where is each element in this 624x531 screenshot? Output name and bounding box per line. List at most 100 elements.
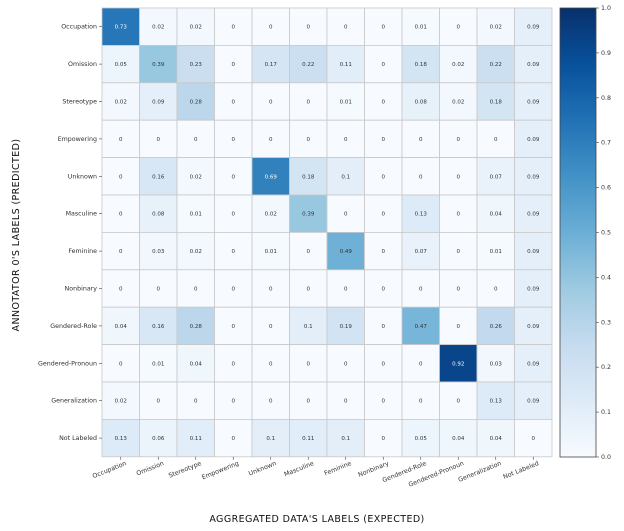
heatmap-cell [139,418,178,458]
x-tick-label: Feminine [323,460,352,477]
heatmap-cell [476,269,515,308]
cell-value-label: 0 [382,436,386,442]
cell-value-label: 0 [457,25,461,31]
cell-value-label: 0 [232,324,236,330]
heatmap-cell [101,157,140,196]
heatmap-cell [326,306,365,346]
cell-value-label: 0.05 [115,62,128,68]
heatmap-cell [101,381,140,420]
heatmap-cell [251,231,290,271]
cell-value-label: 0.09 [527,249,540,255]
heatmap-cell [214,194,253,233]
cell-value-label: 0.09 [527,25,540,31]
cell-value-label: 0 [457,137,461,143]
cell-value-label: 0.23 [190,62,203,68]
colorbar-tick-label: 0.0 [601,454,611,461]
cell-value-label: 0.02 [115,100,127,106]
cell-value-label: 0 [269,137,273,143]
cell-value-label: 0 [157,287,161,293]
cell-value-label: 0 [157,137,161,143]
cell-value-label: 0 [382,399,386,405]
cell-value-label: 0 [232,361,236,367]
cell-value-label: 0.1 [266,436,275,442]
cell-value-label: 0 [344,361,348,367]
cell-value-label: 0.02 [152,25,164,31]
cell-value-label: 0.49 [340,249,353,255]
y-tick-label: Unknown [68,173,97,180]
cell-value-label: 0 [419,361,423,367]
cell-value-label: 0.02 [265,212,277,218]
cell-value-label: 0.09 [527,399,540,405]
cell-value-label: 0 [194,399,198,405]
x-tick-label: Omission [135,460,165,477]
cell-value-label: 0 [307,399,311,405]
cell-value-label: 0.03 [152,249,165,255]
heatmap-cell [176,269,215,308]
cell-value-label: 0.02 [190,174,202,180]
cell-value-label: 0.18 [415,62,428,68]
cell-value-label: 0 [307,25,311,31]
heatmap-cell [101,269,140,308]
colorbar-tick-label: 0.8 [601,95,611,102]
cell-value-label: 0.04 [490,212,503,218]
heatmap-cell [289,306,328,346]
heatmap-cell [214,306,253,346]
heatmap-cell [214,119,253,158]
cell-value-label: 0 [532,436,536,442]
cell-value-label: 0.04 [452,436,465,442]
cell-value-label: 0 [344,287,348,293]
cell-value-label: 0 [382,137,386,143]
colorbar-tick-label: 0.2 [601,364,611,371]
cell-value-label: 0.22 [302,62,314,68]
heatmap-cell [326,194,365,233]
y-tick-label: Generalization [51,398,97,405]
heatmap-cell [289,231,328,271]
cell-value-label: 0.09 [527,324,540,330]
cell-value-label: 0 [307,361,311,367]
heatmap-cell [514,119,553,158]
cell-value-label: 0 [419,137,423,143]
cell-value-label: 0 [232,436,236,442]
cell-value-label: 0 [382,324,386,330]
heatmap-cell [176,418,215,458]
cell-value-label: 0 [494,287,498,293]
heatmap-cell [514,194,553,233]
cell-value-label: 0 [232,62,236,68]
heatmap-cell [176,157,215,196]
cell-value-label: 0.22 [490,62,502,68]
cell-value-label: 0 [457,249,461,255]
cell-value-label: 0.11 [340,62,352,68]
heatmap-cell [326,344,365,383]
heatmap-cell [364,45,403,84]
cell-value-label: 0.1 [341,436,350,442]
x-tick-label: Occupation [92,460,128,480]
heatmap-cell [101,194,140,233]
cell-value-label: 0 [457,174,461,180]
cell-value-label: 0.16 [152,174,165,180]
heatmap-cell [101,7,140,46]
x-tick-label: Stereotype [168,460,203,479]
heatmap-cell [214,344,253,383]
cell-value-label: 0 [382,174,386,180]
heatmap-cell [214,269,253,308]
heatmap-cell [439,344,478,383]
heatmap-cell [251,344,290,383]
cell-value-label: 0 [269,287,273,293]
cell-value-label: 0.07 [490,174,503,180]
cell-value-label: 0 [382,62,386,68]
x-tick-label: Masculine [283,460,315,478]
cell-value-label: 0 [232,137,236,143]
heatmap-cell [514,306,553,346]
cell-value-label: 0.13 [115,436,128,442]
heatmap-cell [401,119,440,158]
heatmap-cell [214,231,253,271]
cell-value-label: 0 [269,324,273,330]
heatmap-cell [364,306,403,346]
heatmap-cell [401,231,440,271]
cell-value-label: 0.17 [265,62,278,68]
cell-value-label: 0.28 [190,100,203,106]
heatmap-cell [139,7,178,46]
cell-value-label: 0.69 [265,174,278,180]
cell-value-label: 0.09 [527,212,540,218]
